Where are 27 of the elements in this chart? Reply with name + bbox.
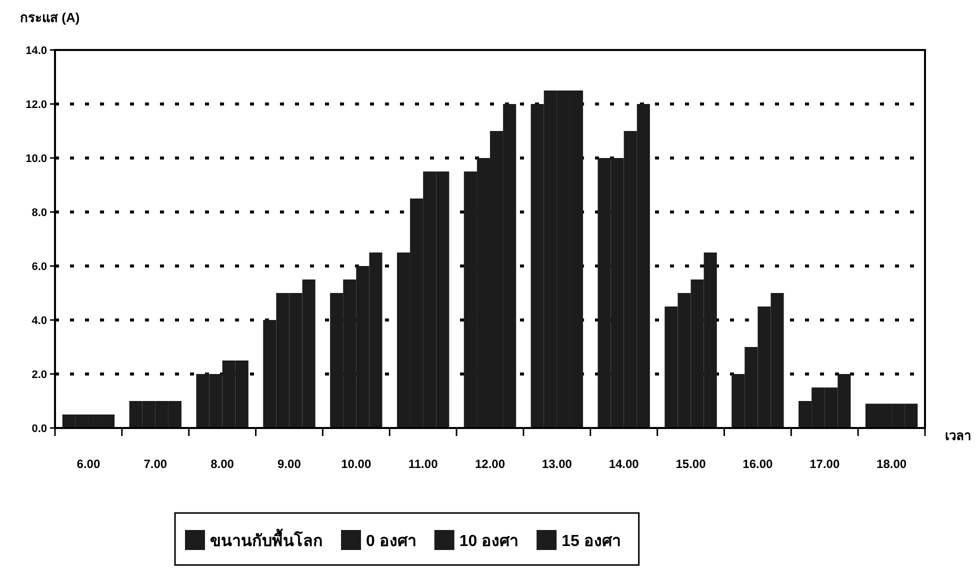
x-tick-label: 17.00 <box>810 457 840 471</box>
x-tick-label: 18.00 <box>876 457 907 471</box>
y-tick-label: 12.0 <box>26 99 47 111</box>
y-tick-label: 2.0 <box>32 369 47 381</box>
y-axis-title: กระแส (A) <box>20 10 80 25</box>
x-tick-label: 8.00 <box>210 457 234 471</box>
x-tick-label: 6.00 <box>76 457 100 471</box>
x-tick-label: 16.00 <box>742 457 774 471</box>
y-tick-label: 14.0 <box>26 45 47 57</box>
x-tick-label: 10.00 <box>341 457 372 471</box>
x-tick-label: 14.00 <box>608 457 640 471</box>
x-axis-title: เวลา <box>945 428 971 443</box>
x-tick-label: 13.00 <box>542 457 572 471</box>
legend-label: 10 องศา <box>459 533 519 550</box>
legend-label: ขนานกับพื้นโลก <box>210 528 323 550</box>
x-tick-label: 12.00 <box>474 457 506 471</box>
y-tick-label: 6.0 <box>32 261 47 273</box>
y-tick-label: 4.0 <box>32 315 47 327</box>
x-tick-label: 11.00 <box>408 457 438 471</box>
y-tick-label: 8.0 <box>32 207 47 219</box>
x-tick-label: 9.00 <box>278 457 302 471</box>
legend-label: 0 องศา <box>366 533 416 550</box>
y-tick-label: 0.0 <box>32 423 47 435</box>
legend-label: 15 องศา <box>562 533 621 550</box>
x-tick-label: 15.00 <box>676 457 706 471</box>
x-tick-label: 7.00 <box>144 457 168 471</box>
y-tick-label: 10.0 <box>26 153 47 165</box>
